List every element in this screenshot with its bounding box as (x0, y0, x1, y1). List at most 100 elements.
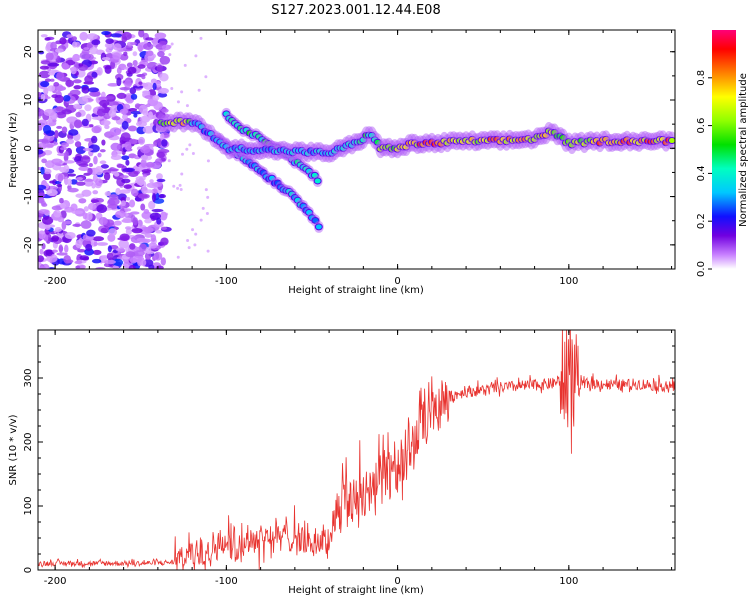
noise-blob (57, 216, 65, 223)
noise-blob (49, 111, 58, 120)
noise-blob (133, 250, 145, 257)
colorbar-tick-label: 0.0 (696, 261, 707, 277)
noise-blob (204, 75, 208, 79)
noise-blob (80, 220, 92, 229)
spectrogram-ylabel: Frequency (Hz) (8, 112, 19, 188)
noise-blob (191, 228, 195, 232)
noise-blob (67, 173, 77, 177)
noise-blob (158, 193, 166, 199)
noise-blob (81, 189, 92, 197)
noise-blob (107, 168, 119, 172)
noise-blob (137, 64, 146, 69)
noise-blob (44, 78, 51, 83)
noise-blob (160, 133, 165, 140)
snr-ylabel: SNR (10 * v/v) (8, 414, 19, 485)
noise-blob (93, 241, 98, 247)
noise-blob (38, 119, 48, 128)
noise-blob (99, 99, 110, 107)
noise-blob (185, 104, 189, 108)
noise-blob (138, 136, 146, 145)
noise-blob (40, 93, 46, 102)
noise-blob (72, 223, 82, 227)
noise-blob (121, 178, 131, 184)
noise-blob (105, 38, 114, 44)
noise-blob (204, 188, 208, 192)
noise-blob (109, 127, 122, 136)
noise-blob (71, 36, 77, 41)
noise-blob (161, 139, 168, 147)
noise-blob (94, 166, 104, 176)
noise-blob (91, 71, 98, 78)
noise-blob (188, 143, 192, 147)
noise-blob (156, 64, 163, 73)
noise-blob (176, 186, 180, 190)
noise-blob (154, 158, 163, 166)
noise-blob (38, 50, 45, 55)
noise-blob (165, 212, 169, 216)
noise-blob (70, 66, 77, 75)
noise-blob (50, 41, 57, 50)
noise-blob (80, 155, 91, 164)
noise-blob (153, 251, 163, 261)
noise-blob (172, 184, 176, 188)
noise-blob (55, 48, 64, 53)
noise-blob (110, 154, 122, 161)
noise-blob (140, 154, 153, 161)
main-track-mark (669, 138, 675, 144)
noise-blob (118, 239, 129, 249)
noise-blob (82, 212, 88, 220)
lower-branch-mark (315, 224, 322, 230)
noise-blob (84, 104, 92, 112)
snr-frame (37, 329, 676, 571)
noise-blob (38, 197, 45, 203)
noise-blob (93, 155, 98, 165)
x-tick-label: 100 (559, 276, 578, 287)
noise-blob (113, 220, 122, 226)
noise-blob (123, 184, 132, 189)
noise-blob (87, 87, 100, 93)
noise-blob (64, 244, 69, 253)
noise-blob (176, 255, 180, 259)
noise-blob (116, 92, 127, 100)
noise-blob (38, 184, 47, 191)
noise-blob (130, 41, 137, 46)
x-tick-label: -100 (215, 276, 238, 287)
noise-blob (83, 47, 90, 51)
noise-blob (120, 132, 131, 142)
noise-blob (145, 103, 151, 108)
upper-branch-mark (314, 178, 321, 184)
noise-blob (85, 243, 93, 252)
noise-blob (73, 119, 83, 129)
spectrogram-heatmap (38, 30, 675, 269)
noise-blob (47, 62, 60, 67)
noise-blob (79, 255, 90, 261)
snr-series-line (38, 330, 675, 570)
noise-blob (98, 217, 108, 226)
noise-blob (75, 239, 83, 249)
noise-blob (51, 249, 58, 253)
colorbar-tick-label: 0.4 (696, 165, 707, 181)
noise-blob (145, 37, 154, 41)
noise-blob (128, 138, 138, 144)
noise-blob (77, 96, 89, 105)
noise-blob (38, 209, 50, 214)
noise-blob (73, 85, 82, 90)
noise-blob (68, 129, 79, 136)
noise-blob (51, 205, 63, 211)
noise-blob (141, 186, 148, 194)
noise-blob (142, 125, 155, 134)
noise-blob (152, 94, 160, 101)
spectrogram-frame (37, 29, 676, 270)
noise-blob (180, 90, 184, 94)
noise-blob (206, 195, 210, 199)
noise-blob (127, 66, 137, 74)
noise-blob (124, 79, 132, 88)
noise-blob (158, 87, 169, 94)
noise-blob (160, 257, 166, 266)
noise-blob (78, 63, 84, 67)
noise-blob (125, 251, 136, 258)
colorbar-gradient (712, 30, 736, 269)
noise-blob (47, 71, 56, 76)
noise-blob (136, 179, 145, 186)
noise-blob (105, 47, 113, 53)
